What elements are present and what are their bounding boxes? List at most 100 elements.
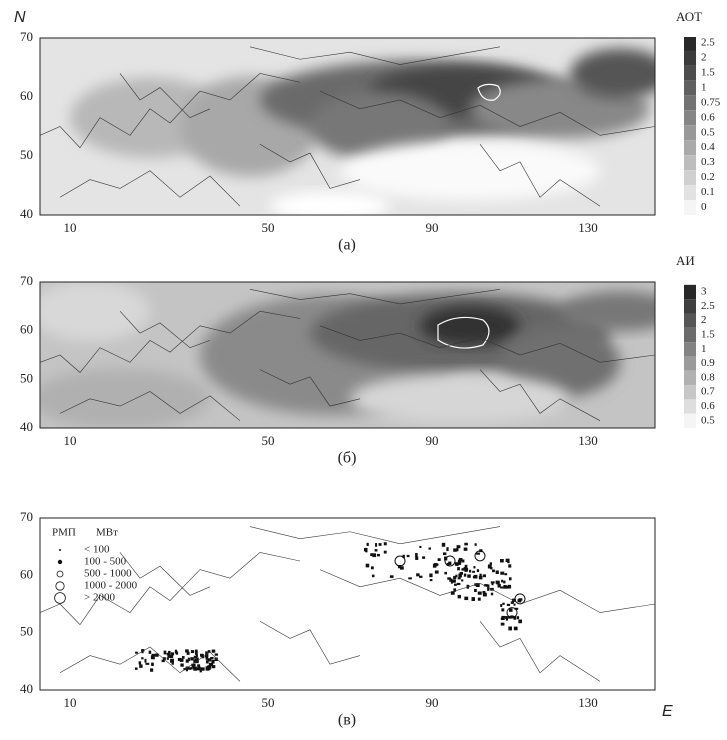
fire-point	[162, 657, 166, 661]
coastline	[59, 391, 241, 421]
colorbar-label: 1	[701, 81, 707, 93]
fire-point	[185, 667, 188, 672]
fire-point	[190, 657, 194, 661]
legend-label: 500 - 1000	[84, 568, 132, 580]
colorbar-label: 0.2	[701, 171, 715, 183]
fire-point	[464, 568, 469, 572]
shade-area	[560, 291, 655, 332]
fire-point	[197, 664, 201, 669]
fire-large	[444, 555, 456, 567]
coastline	[319, 90, 655, 136]
fire-point	[478, 575, 483, 580]
fire-point	[135, 651, 138, 654]
colorbar-cell	[684, 399, 696, 414]
fire-point	[378, 543, 382, 546]
fire-point	[458, 562, 461, 565]
coastline	[119, 310, 211, 349]
fire-point	[508, 564, 512, 568]
x-tick-label: 90	[426, 695, 439, 710]
x-tick-label: 10	[64, 220, 77, 235]
fire-point	[210, 656, 214, 660]
colorbar-cell	[684, 155, 696, 171]
map	[40, 38, 655, 215]
fire-point	[191, 663, 195, 666]
fire-point	[499, 559, 504, 563]
fire-point	[205, 660, 209, 664]
fire-point	[504, 573, 508, 576]
fire-point	[457, 577, 461, 580]
contour	[477, 83, 501, 101]
fire-point	[181, 656, 185, 659]
fire-point	[507, 561, 510, 564]
map-frame	[39, 517, 656, 691]
fire-point	[402, 554, 405, 559]
fire-point	[196, 657, 199, 661]
colorbar-cell	[684, 284, 696, 300]
panel-label: (б)	[338, 450, 357, 467]
fire-point	[500, 617, 505, 621]
fire-point	[370, 566, 374, 570]
legend-unit: МВт	[96, 527, 118, 539]
fire-point	[479, 573, 482, 577]
fire-point	[449, 578, 453, 582]
fire-point	[461, 568, 465, 571]
contour	[437, 316, 490, 349]
fire-point	[408, 577, 412, 580]
fire-point	[419, 545, 422, 549]
map-frame	[39, 281, 656, 429]
fire-point	[455, 574, 458, 578]
coastline	[319, 569, 655, 613]
coastline	[249, 289, 501, 305]
fire-point	[462, 559, 465, 563]
y-tick-label: 60	[20, 322, 33, 337]
fire-point	[490, 581, 495, 584]
fire-point	[489, 562, 492, 565]
fire-point	[452, 579, 456, 583]
legend-label: 1000 - 2000	[84, 580, 138, 592]
y-tick-label: 50	[20, 370, 33, 385]
coastline	[259, 620, 361, 665]
fire-point	[484, 584, 488, 587]
fire-point	[148, 650, 152, 654]
fire-point	[464, 542, 468, 546]
fire-point	[183, 667, 186, 671]
coastline	[40, 552, 301, 626]
colorbar-label: 2	[701, 51, 707, 63]
fire-point	[505, 616, 508, 620]
colorbar-label: 0.7	[701, 386, 715, 398]
x-tick-label: 50	[262, 220, 275, 235]
fire-point	[442, 552, 447, 556]
fire-point	[501, 579, 504, 583]
colorbar-label: 1.5	[701, 66, 715, 78]
fire-point	[135, 667, 138, 670]
coastline	[40, 73, 301, 149]
colorbar-cell	[684, 50, 696, 66]
fire-point	[190, 666, 193, 670]
fire-point	[175, 651, 179, 655]
y-tick-label: 40	[20, 681, 33, 696]
fire-point	[375, 543, 378, 547]
colorbar-label: 0.6	[701, 111, 715, 123]
fire-point	[454, 583, 457, 586]
fire-point	[477, 597, 481, 601]
fire-point	[458, 573, 462, 578]
fire-point	[450, 591, 455, 595]
y-tick-label: 70	[20, 509, 33, 524]
fire-point	[208, 662, 213, 666]
fire-point	[441, 542, 446, 547]
shade-area	[40, 282, 150, 342]
shade-area	[350, 373, 570, 424]
fire-point	[467, 574, 471, 578]
colorbar-cell	[684, 80, 696, 96]
fire-point	[508, 626, 512, 631]
fire-point	[144, 658, 147, 663]
fire-point	[509, 608, 513, 612]
fire-point	[453, 575, 457, 580]
fire-point	[376, 553, 380, 557]
shade-area	[270, 191, 390, 215]
x-tick-label: 90	[426, 433, 439, 448]
colorbar-cell	[684, 370, 696, 386]
colorbar-label: 1.5	[701, 328, 715, 340]
coastline	[319, 325, 655, 363]
